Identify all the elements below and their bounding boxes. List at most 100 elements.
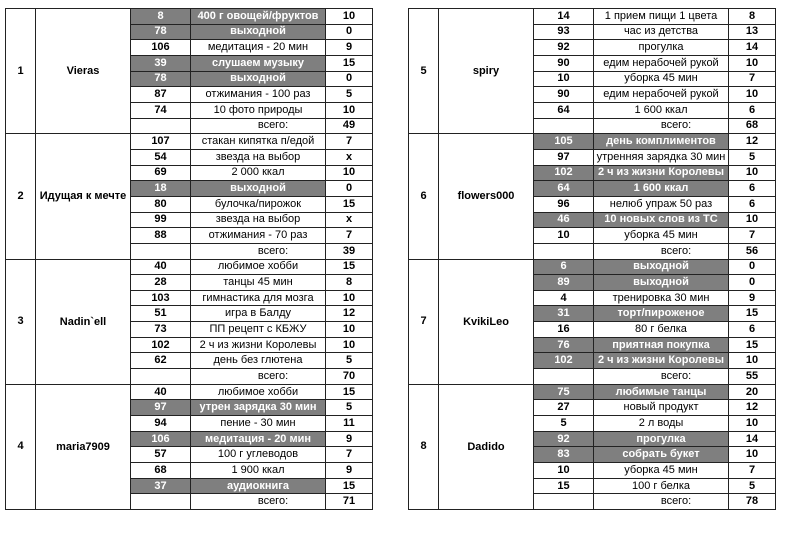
task-name: прогулка — [593, 430, 729, 448]
task-points: 10 — [325, 321, 373, 338]
total-label: всего: — [593, 242, 729, 260]
task-number: 92 — [533, 39, 594, 56]
task-number: 80 — [130, 195, 191, 213]
participant-rank: 2 — [5, 133, 36, 260]
total-number-cell — [533, 242, 594, 260]
task-points: 12 — [325, 305, 373, 323]
task-number: 93 — [533, 23, 594, 41]
task-number: 90 — [533, 54, 594, 72]
task-number: 31 — [533, 305, 594, 323]
task-name: отжимания - 70 раз — [190, 227, 326, 244]
task-row: 93 час из детства 13 — [409, 23, 776, 41]
task-row: 106 медитация - 20 мин 9 — [6, 430, 373, 448]
task-name: 2 ч из жизни Королевы — [593, 352, 729, 370]
task-name: 1 600 ккал — [593, 101, 729, 119]
task-points: 10 — [728, 54, 776, 72]
task-row: 97 утренняя зарядка 30 мин 5 — [409, 148, 776, 166]
task-row: 90 едим нерабочей рукой 10 — [409, 54, 776, 72]
task-number: 64 — [533, 180, 594, 197]
total-number-cell — [533, 493, 594, 510]
task-number: 16 — [533, 321, 594, 338]
task-points: 8 — [325, 274, 373, 291]
task-points: 11 — [325, 415, 373, 432]
task-number: 94 — [130, 415, 191, 432]
task-number: 37 — [130, 477, 191, 495]
participant-name: Vieras — [35, 7, 131, 135]
task-points: 15 — [325, 383, 373, 401]
task-name: гимнастика для мозга — [190, 289, 326, 307]
task-number: 54 — [130, 148, 191, 166]
total-points: 78 — [728, 493, 776, 510]
task-points: 15 — [325, 195, 373, 213]
task-name: утренняя зарядка 30 мин — [593, 148, 729, 166]
total-label: всего: — [190, 242, 326, 260]
task-number: 102 — [533, 352, 594, 370]
total-points: 56 — [728, 242, 776, 260]
task-name: 100 г белка — [593, 477, 729, 495]
task-name: новый продукт — [593, 399, 729, 417]
task-row: 4 тренировка 30 мин 9 — [409, 289, 776, 307]
task-points: 10 — [325, 336, 373, 354]
task-points: 9 — [325, 39, 373, 56]
task-number: 105 — [533, 133, 594, 150]
left-score-table: 1 Vieras 8 400 г овощей/фруктов 10 78 выходной… — [5, 7, 373, 511]
task-name: уборка 45 мин — [593, 70, 729, 88]
task-row: 92 прогулка 14 — [409, 39, 776, 56]
task-name: приятная покупка — [593, 336, 729, 354]
task-points: 6 — [728, 321, 776, 338]
task-points: 14 — [728, 39, 776, 56]
task-points: 10 — [728, 86, 776, 103]
task-number: 10 — [533, 70, 594, 88]
task-number: 99 — [130, 211, 191, 229]
task-points: 15 — [728, 305, 776, 323]
task-points: 13 — [728, 23, 776, 41]
task-name: нелюб упраж 50 раз — [593, 195, 729, 213]
task-number: 62 — [130, 352, 191, 370]
task-points: 10 — [728, 415, 776, 432]
task-points: 10 — [325, 164, 373, 182]
task-name: медитация - 20 мин — [190, 430, 326, 448]
participant-rank: 1 — [5, 7, 36, 135]
task-number: 97 — [533, 148, 594, 166]
task-row: 3 Nadin`ell 40 любимое хобби 15 — [5, 258, 373, 385]
task-number: 51 — [130, 305, 191, 323]
task-name: отжимания - 100 раз — [190, 86, 326, 103]
task-number: 90 — [533, 86, 594, 103]
total-points: 70 — [325, 368, 373, 385]
task-row: 54 звезда на выбор x — [6, 148, 373, 166]
task-number: 87 — [130, 86, 191, 103]
task-points: 7 — [325, 133, 373, 150]
total-row: всего: 39 — [6, 242, 373, 260]
task-points: 12 — [728, 399, 776, 417]
task-row: 80 булочка/пирожок 15 — [6, 195, 373, 213]
participant-rank: 6 — [408, 133, 439, 260]
task-name: 2 л воды — [593, 415, 729, 432]
task-row: 1 Vieras 8 400 г овощей/фруктов 10 — [5, 7, 373, 135]
task-name: 2 000 ккал — [190, 164, 326, 182]
right-score-table: 5 spiry 14 1 прием пищи 1 цвета 8 93 час из де… — [408, 7, 776, 511]
participant-name: Dadido — [438, 383, 534, 511]
task-number: 6 — [533, 258, 594, 276]
task-points: 8 — [728, 8, 776, 25]
task-number: 40 — [130, 258, 191, 276]
task-points: 10 — [325, 101, 373, 119]
task-points: 0 — [325, 180, 373, 197]
task-name: булочка/пирожок — [190, 195, 326, 213]
task-name: ПП рецепт с КБЖУ — [190, 321, 326, 338]
task-row: 64 1 600 ккал 6 — [409, 180, 776, 197]
task-number: 88 — [130, 227, 191, 244]
task-points: 10 — [728, 164, 776, 182]
task-points: 15 — [728, 336, 776, 354]
task-name: любимое хобби — [190, 258, 326, 276]
task-points: 10 — [728, 211, 776, 229]
task-row: 8 Dadido 75 любимые танцы 20 — [408, 383, 776, 511]
total-number-cell — [130, 117, 191, 135]
task-number: 15 — [533, 477, 594, 495]
task-name: 1 600 ккал — [593, 180, 729, 197]
task-points: 10 — [728, 446, 776, 464]
total-number-cell — [130, 242, 191, 260]
task-number: 102 — [533, 164, 594, 182]
task-number: 89 — [533, 274, 594, 291]
task-name: уборка 45 мин — [593, 227, 729, 244]
task-number: 78 — [130, 23, 191, 41]
